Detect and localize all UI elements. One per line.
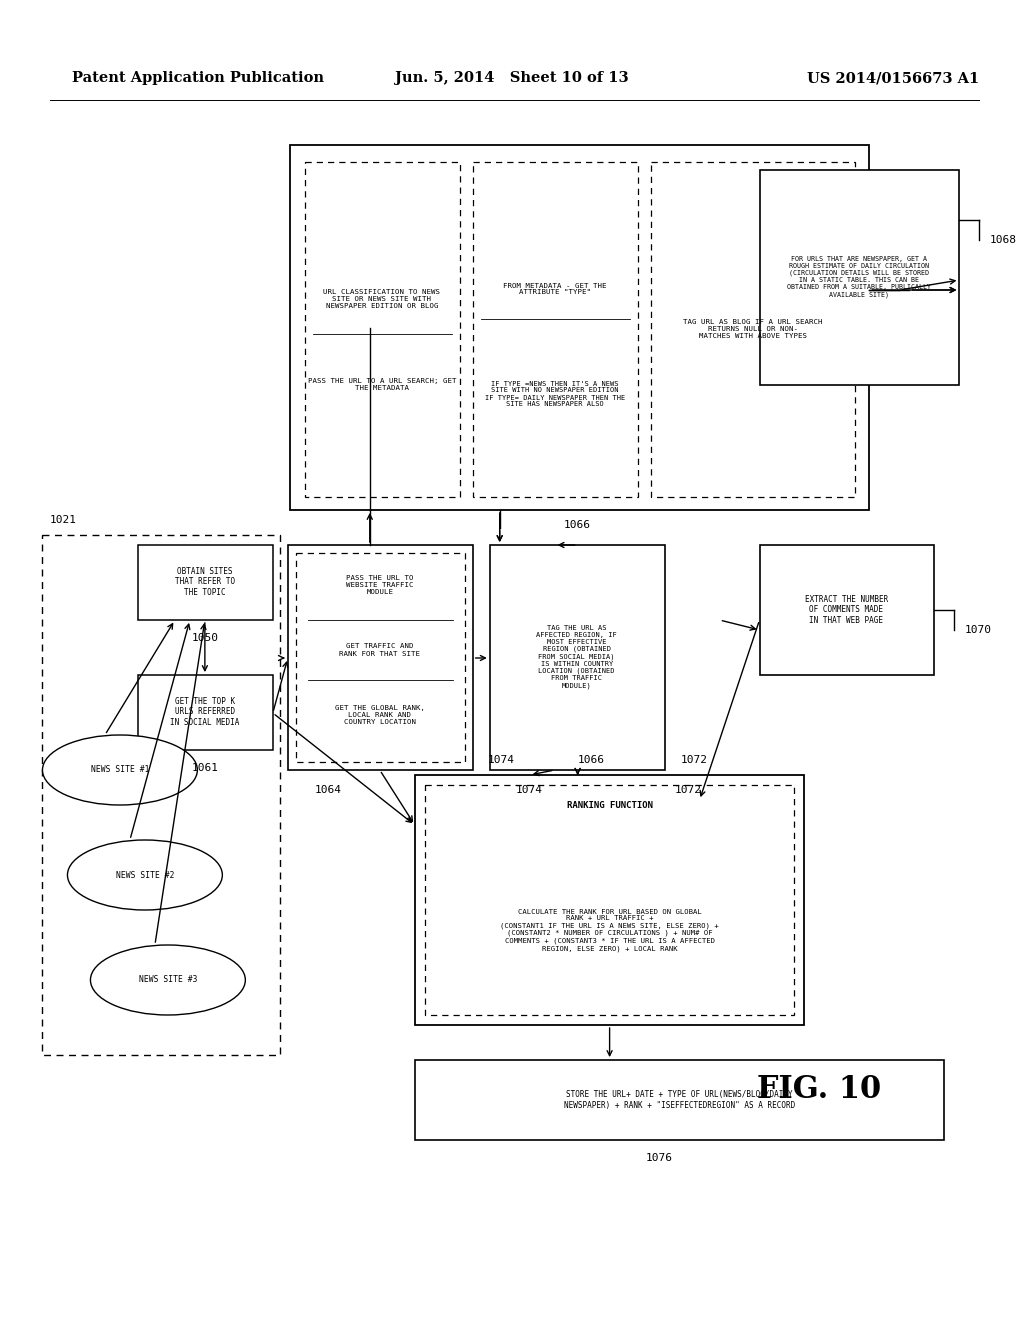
Text: FIG. 10: FIG. 10 (758, 1074, 882, 1106)
Bar (305, 162, 460, 498)
Bar (425, 785, 795, 1015)
Text: 1072: 1072 (681, 755, 708, 766)
Text: STORE THE URL+ DATE + TYPE OF URL(NEWS/BLOG/DAILY
NEWSPAPER) + RANK + "ISEFFECTE: STORE THE URL+ DATE + TYPE OF URL(NEWS/B… (564, 1090, 796, 1110)
Text: FROM METADATA - GET THE
ATTRIBUTE "TYPE": FROM METADATA - GET THE ATTRIBUTE "TYPE" (503, 282, 606, 296)
Text: 1021: 1021 (50, 515, 77, 525)
Text: US 2014/0156673 A1: US 2014/0156673 A1 (807, 71, 979, 84)
Text: TAG URL AS BLOG IF A URL SEARCH
RETURNS NULL OR NON-
MATCHES WITH ABOVE TYPES: TAG URL AS BLOG IF A URL SEARCH RETURNS … (683, 319, 822, 339)
Text: 1061: 1061 (191, 763, 218, 774)
Text: PASS THE URL TO A URL SEARCH; GET
THE METADATA: PASS THE URL TO A URL SEARCH; GET THE ME… (307, 378, 456, 391)
Text: FOR URLS THAT ARE NEWSPAPER, GET A
ROUGH ESTIMATE OF DAILY CIRCULATION
(CIRCULAT: FOR URLS THAT ARE NEWSPAPER, GET A ROUGH… (787, 256, 932, 298)
Text: EXTRACT THE NUMBER
OF COMMENTS MADE
IN THAT WEB PAGE: EXTRACT THE NUMBER OF COMMENTS MADE IN T… (805, 595, 888, 624)
Ellipse shape (42, 735, 198, 805)
Bar (760, 545, 935, 675)
Bar (138, 545, 272, 620)
Text: TAG THE URL AS
AFFECTED REGION, IF
MOST EFFECTIVE
REGION (OBTAINED
FROM SOCIAL M: TAG THE URL AS AFFECTED REGION, IF MOST … (537, 624, 617, 689)
Bar (288, 545, 473, 770)
Text: IF TYPE =NEWS THEN IT'S A NEWS
SITE WITH NO NEWSPAPER EDITION
IF TYPE= DAILY NEW: IF TYPE =NEWS THEN IT'S A NEWS SITE WITH… (484, 380, 625, 408)
Text: 1072: 1072 (675, 785, 701, 795)
Text: CALCULATE THE RANK FOR URL BASED ON GLOBAL
RANK + URL TRAFFIC +
(CONSTANT1 IF TH: CALCULATE THE RANK FOR URL BASED ON GLOB… (501, 908, 719, 952)
Text: Jun. 5, 2014   Sheet 10 of 13: Jun. 5, 2014 Sheet 10 of 13 (395, 71, 629, 84)
Text: 1074: 1074 (488, 755, 515, 766)
Text: 1066: 1066 (564, 520, 591, 531)
Text: GET THE TOP K
URLS REFERRED
IN SOCIAL MEDIA: GET THE TOP K URLS REFERRED IN SOCIAL ME… (170, 697, 240, 727)
Bar (760, 170, 959, 385)
Text: GET THE GLOBAL RANK,
LOCAL RANK AND
COUNTRY LOCATION: GET THE GLOBAL RANK, LOCAL RANK AND COUN… (335, 705, 425, 725)
Text: 1064: 1064 (314, 785, 341, 795)
Ellipse shape (90, 945, 246, 1015)
Text: 1050: 1050 (191, 634, 218, 643)
Ellipse shape (68, 840, 222, 909)
Text: 1066: 1066 (578, 755, 604, 766)
Text: URL CLASSIFICATION TO NEWS
SITE OR NEWS SITE WITH
NEWSPAPER EDITION OR BLOG: URL CLASSIFICATION TO NEWS SITE OR NEWS … (324, 289, 440, 309)
Bar (42, 535, 280, 1055)
Text: 1068: 1068 (989, 235, 1017, 246)
Text: OBTAIN SITES
THAT REFER TO
THE TOPIC: OBTAIN SITES THAT REFER TO THE TOPIC (175, 568, 234, 597)
Bar (415, 1060, 944, 1140)
Bar (290, 145, 869, 510)
Text: NEWS SITE #3: NEWS SITE #3 (138, 975, 198, 985)
Bar (650, 162, 855, 498)
Text: RANKING FUNCTION: RANKING FUNCTION (566, 800, 652, 809)
Bar (296, 553, 465, 762)
Text: 1070: 1070 (965, 624, 991, 635)
Bar (415, 775, 805, 1026)
Text: Patent Application Publication: Patent Application Publication (72, 71, 324, 84)
Bar (473, 162, 638, 498)
Bar (489, 545, 665, 770)
Text: NEWS SITE #2: NEWS SITE #2 (116, 870, 174, 879)
Text: 1074: 1074 (516, 785, 543, 795)
Text: GET TRAFFIC AND
RANK FOR THAT SITE: GET TRAFFIC AND RANK FOR THAT SITE (339, 644, 420, 656)
Text: PASS THE URL TO
WEBSITE TRAFFIC
MODULE: PASS THE URL TO WEBSITE TRAFFIC MODULE (346, 576, 414, 595)
Text: 1076: 1076 (646, 1152, 673, 1163)
Bar (138, 675, 272, 750)
Text: NEWS SITE #1: NEWS SITE #1 (91, 766, 150, 775)
